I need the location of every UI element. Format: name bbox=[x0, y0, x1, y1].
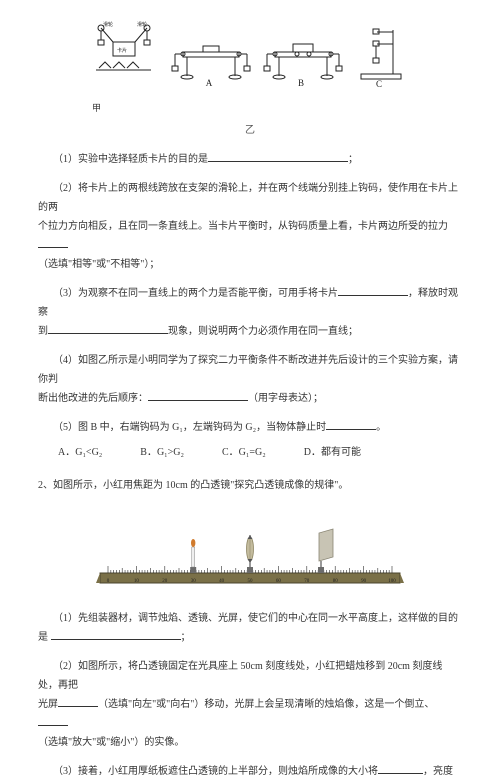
opt-b: B．G₁>G₂ bbox=[140, 443, 184, 462]
svg-text:滑轮: 滑轮 bbox=[103, 21, 113, 28]
svg-text:10: 10 bbox=[134, 579, 140, 584]
q2-2-line3: （选填"放大"或"缩小"）的实像。 bbox=[38, 733, 462, 752]
table-a: A bbox=[169, 34, 253, 88]
blank bbox=[378, 765, 423, 774]
blank bbox=[38, 239, 68, 248]
blank bbox=[326, 421, 376, 430]
stand-c: C bbox=[353, 24, 409, 88]
q1-4: （4）如图乙所示是小明同学为了探究二力平衡条件不断改进并先后设计的三个实验方案，… bbox=[38, 351, 462, 389]
q1-5b: 。 bbox=[376, 422, 386, 433]
q2-3b: ，亮度 bbox=[423, 766, 453, 777]
q1-3a: （3）为观察不在同一直线上的两个力是否能平衡，可用手将卡片 bbox=[53, 288, 338, 299]
q1-5: （5）图 B 中，右端钩码为 G₁，左端钩码为 G₂，当物体静止时 。 bbox=[38, 418, 462, 437]
q1-2-l2b: （选填"相等"或"不相等"）； bbox=[38, 259, 159, 270]
q1-4b: 断出他改进的先后顺序： bbox=[38, 393, 148, 404]
q2-3a: （3）接着，小红用厚纸板遮住凸透镜的上半部分，则烛焰所成像的大小将 bbox=[53, 766, 378, 777]
figure-row: 滑轮 滑轮 卡片 A bbox=[38, 20, 462, 88]
q2-1b: 是 bbox=[38, 632, 48, 643]
blank bbox=[48, 325, 168, 334]
opt-a: A．G₁<G₂ bbox=[58, 443, 102, 462]
svg-text:30: 30 bbox=[191, 579, 197, 584]
lone-char: 乙 bbox=[38, 121, 462, 140]
q1-2-l1: （2）将卡片上的两根线跨放在支架的滑轮上，并在两个线端分别挂上钩码，使作用在卡片… bbox=[38, 183, 458, 213]
q2-1-line2: 是 ； bbox=[38, 628, 462, 647]
apparatus-sketch: 滑轮 滑轮 卡片 bbox=[91, 20, 161, 88]
svg-text:20: 20 bbox=[162, 579, 168, 584]
q1-2b: 个拉力方向相反，且在同一条直线上。当卡片平衡时，从钩码质量上看，卡片两边所受的拉… bbox=[38, 217, 462, 255]
q1-1-prefix: （1）实验中选择轻质卡片的目的是 bbox=[53, 154, 208, 165]
table-b: B bbox=[261, 34, 345, 88]
blank bbox=[51, 631, 181, 640]
q1-2c: （选填"相等"或"不相等"）； bbox=[38, 255, 462, 274]
q2-2a: （2）如图所示，将凸透镜固定在光具座上 50cm 刻度线处，小红把蜡烛移到 20… bbox=[38, 661, 442, 691]
q1-1: （1）实验中选择轻质卡片的目的是 ； bbox=[38, 150, 462, 169]
q1-1-suffix: ； bbox=[348, 154, 358, 165]
fig-below-label: 甲 bbox=[92, 100, 462, 117]
q2-2: （2）如图所示，将凸透镜固定在光具座上 50cm 刻度线处，小红把蜡烛移到 20… bbox=[38, 657, 462, 695]
optical-bench-svg: 0102030405060708090100 bbox=[90, 511, 410, 595]
svg-text:60: 60 bbox=[276, 579, 282, 584]
opt-c: C．G₁=G₂ bbox=[222, 443, 266, 462]
q1-4a: （4）如图乙所示是小明同学为了探究二力平衡条件不断改进并先后设计的三个实验方案，… bbox=[38, 355, 458, 385]
svg-text:90: 90 bbox=[361, 579, 367, 584]
svg-text:80: 80 bbox=[333, 579, 339, 584]
q1-2: （2）将卡片上的两根线跨放在支架的滑轮上，并在两个线端分别挂上钩码，使作用在卡片… bbox=[38, 179, 462, 217]
q2-title: 2、如图所示，小红用焦距为 10cm 的凸透镜"探究凸透镜成像的规律"。 bbox=[38, 476, 462, 495]
svg-text:40: 40 bbox=[219, 579, 225, 584]
blank bbox=[338, 287, 408, 296]
fig-label-b: B bbox=[298, 78, 304, 88]
svg-text:100: 100 bbox=[388, 579, 396, 584]
q1-4c: （用字母表达）； bbox=[248, 393, 323, 404]
q2-1a: （1）先组装器材，调节烛焰、透镜、光屏，使它们的中心在同一水平高度上，这样做的目… bbox=[53, 613, 458, 624]
q1-3: （3）为观察不在同一直线上的两个力是否能平衡，可用手将卡片，释放时观察 bbox=[38, 284, 462, 322]
q2-1: （1）先组装器材，调节烛焰、透镜、光屏，使它们的中心在同一水平高度上，这样做的目… bbox=[38, 609, 462, 628]
q2-2d: （选填"放大"或"缩小"）的实像。 bbox=[38, 737, 184, 748]
blank bbox=[58, 698, 98, 707]
fig-label-a: A bbox=[206, 78, 213, 88]
svg-text:50: 50 bbox=[248, 579, 254, 584]
q1-5-options: A．G₁<G₂ B．G₁>G₂ C．G₁=G₂ D．都有可能 bbox=[58, 443, 462, 462]
blank bbox=[208, 153, 348, 162]
q2-1c: ； bbox=[181, 632, 191, 643]
svg-text:70: 70 bbox=[304, 579, 310, 584]
svg-text:滑轮: 滑轮 bbox=[137, 21, 147, 28]
blank bbox=[148, 392, 248, 401]
q2-3: （3）接着，小红用厚纸板遮住凸透镜的上半部分，则烛焰所成像的大小将 ，亮度 bbox=[38, 762, 462, 781]
q2-2-line2: 光屏 （选填"向左"或"向右"）移动，光屏上会呈现清晰的烛焰像，这是一个倒立、 bbox=[38, 695, 462, 733]
optical-bench: 0102030405060708090100 bbox=[38, 511, 462, 595]
q2-2b: 光屏 bbox=[38, 699, 58, 710]
q1-3c: 到 bbox=[38, 326, 48, 337]
q1-4-line2: 断出他改进的先后顺序： （用字母表达）； bbox=[38, 389, 462, 408]
svg-text:卡片: 卡片 bbox=[117, 47, 127, 54]
q2-2c: （选填"向左"或"向右"）移动，光屏上会呈现清晰的烛焰像，这是一个倒立、 bbox=[98, 699, 434, 710]
q1-5a: （5）图 B 中，右端钩码为 G₁，左端钩码为 G₂，当物体静止时 bbox=[53, 422, 326, 433]
fig-label-c: C bbox=[376, 79, 382, 88]
blank bbox=[38, 717, 68, 726]
q1-2-l2a: 个拉力方向相反，且在同一条直线上。当卡片平衡时，从钩码质量上看，卡片两边所受的拉… bbox=[38, 221, 448, 232]
q1-3-line2: 到 现象，则说明两个力必须作用在同一直线； bbox=[38, 322, 462, 341]
opt-d: D．都有可能 bbox=[304, 443, 361, 462]
q1-3d: 现象，则说明两个力必须作用在同一直线； bbox=[168, 326, 358, 337]
